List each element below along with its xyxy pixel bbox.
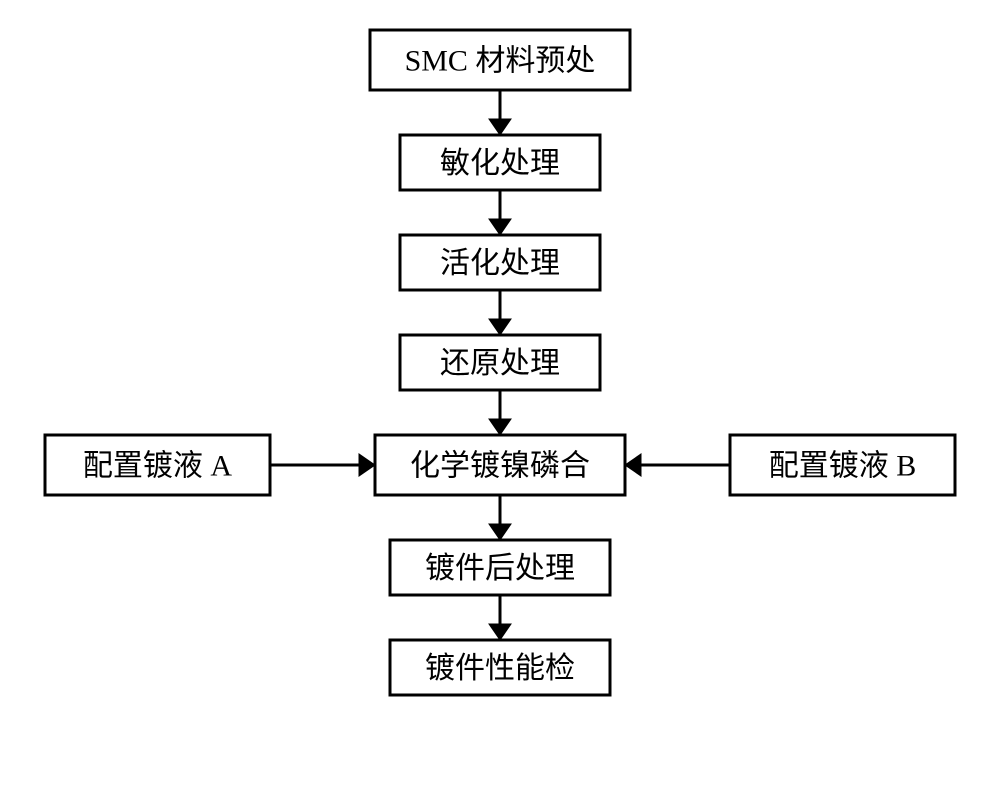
node-label: 镀件后处理	[425, 552, 575, 585]
flow-node: 化学镀镍磷合	[375, 435, 625, 495]
arrow-head-icon	[359, 454, 375, 476]
arrow-head-icon	[489, 219, 511, 235]
flow-node: 配置镀液 A	[45, 435, 270, 495]
arrow-head-icon	[489, 624, 511, 640]
node-label: 活化处理	[440, 247, 560, 280]
flow-node: 镀件后处理	[390, 540, 610, 595]
flow-node: 敏化处理	[400, 135, 600, 190]
node-label: 化学镀镍磷合	[410, 450, 590, 483]
flow-node: 镀件性能检	[390, 640, 610, 695]
node-label: 配置镀液 B	[769, 450, 917, 483]
flow-node: SMC 材料预处	[370, 30, 630, 90]
flow-node: 配置镀液 B	[730, 435, 955, 495]
node-label: SMC 材料预处	[405, 45, 596, 78]
flow-node: 还原处理	[400, 335, 600, 390]
flowchart-canvas: SMC 材料预处敏化处理活化处理还原处理化学镀镍磷合 配置镀液 A 配置镀液 B 镀件…	[0, 0, 1000, 811]
flow-node: 活化处理	[400, 235, 600, 290]
arrow-head-icon	[489, 419, 511, 435]
node-label: 敏化处理	[440, 147, 560, 180]
node-label: 镀件性能检	[425, 652, 575, 685]
node-label: 还原处理	[440, 347, 560, 380]
arrow-head-icon	[625, 454, 641, 476]
node-label: 配置镀液 A	[83, 450, 232, 483]
arrow-head-icon	[489, 319, 511, 335]
arrow-head-icon	[489, 119, 511, 135]
arrow-head-icon	[489, 524, 511, 540]
